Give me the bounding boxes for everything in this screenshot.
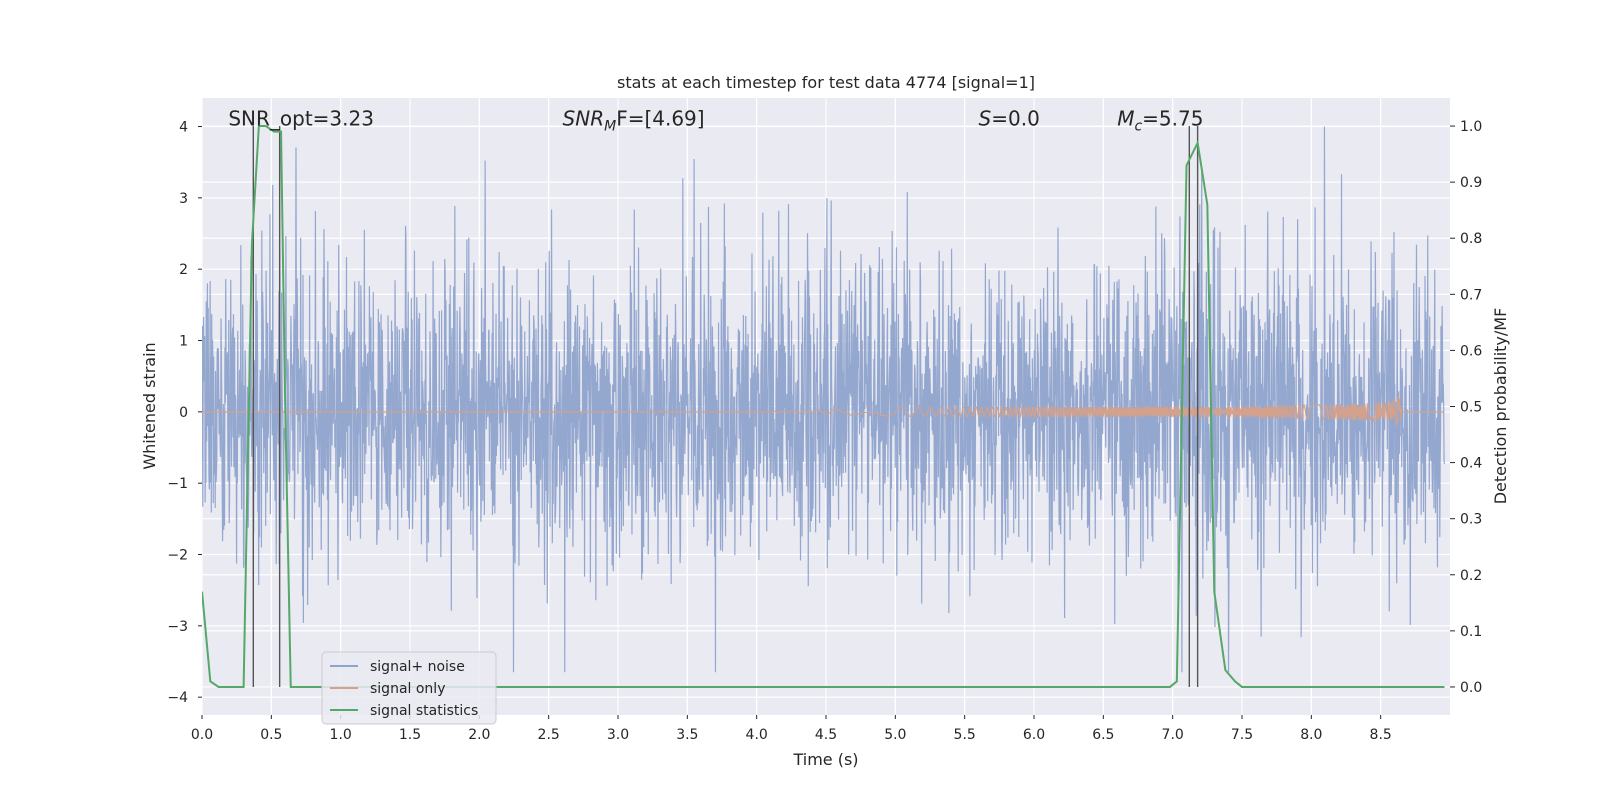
x-tick-label: 3.5 [676, 727, 698, 743]
signal-only-line [202, 395, 1445, 427]
legend: signal+ noise signal only signal statistic… [321, 651, 497, 725]
x-tick-label: 2.0 [468, 727, 490, 743]
y2-tick-label: 0.8 [1460, 231, 1482, 247]
y-axis-ticks: −4 −3 −2 −1 0 1 2 3 4 [167, 120, 202, 706]
y2-tick-label: 0.4 [1460, 456, 1482, 472]
x-axis-label: Time (s) [792, 750, 858, 769]
annotation: Mc=5.75 [1117, 106, 1203, 134]
legend-label: signal statistics [370, 703, 478, 719]
x-tick-label: 1.5 [399, 727, 421, 743]
x-tick-label: 4.0 [746, 727, 768, 743]
y2-tick-label: 0.0 [1460, 680, 1482, 696]
y2-tick-label: 0.2 [1460, 568, 1482, 584]
x-tick-label: 0.0 [191, 727, 213, 743]
legend-box [321, 651, 497, 725]
x-tick-label: 0.5 [260, 727, 282, 743]
y-tick-label: −3 [167, 619, 188, 635]
y2-axis-label: Detection probability/MF [1491, 308, 1510, 505]
x-axis-ticks: 0.0 0.5 1.0 1.5 2.0 2.5 3.0 3.5 4.0 4.5 5.0 5.5 6.0 6… [191, 715, 1392, 743]
y-tick-label: 4 [179, 120, 188, 136]
annotation: S=0.0 [979, 106, 1040, 130]
y-tick-label: −4 [167, 690, 188, 706]
annotation: SNRMF=[4.69] [563, 106, 705, 134]
chart-title: stats at each timestep for test data 477… [617, 73, 1035, 92]
annotation: SNR_opt=3.23 [228, 106, 374, 130]
x-tick-label: 5.5 [954, 727, 976, 743]
y2-tick-label: 0.7 [1460, 287, 1482, 303]
x-tick-label: 6.5 [1092, 727, 1114, 743]
x-tick-label: 6.0 [1023, 727, 1045, 743]
y2-tick-label: 0.6 [1460, 343, 1482, 359]
x-tick-label: 1.0 [330, 727, 352, 743]
series-signal-statistics [202, 125, 1445, 688]
y2-tick-label: 0.5 [1460, 400, 1482, 416]
y-tick-label: 3 [179, 191, 188, 207]
y2-axis-ticks: 0.0 0.1 0.2 0.3 0.4 0.5 0.6 0.7 0.8 0.9 1.0 [1450, 119, 1482, 696]
y-tick-label: 0 [179, 405, 188, 421]
legend-label: signal only [370, 681, 445, 697]
series-signal-only [202, 395, 1445, 427]
y-tick-label: −2 [167, 548, 188, 564]
x-tick-label: 2.5 [538, 727, 560, 743]
y2-tick-label: 0.1 [1460, 624, 1482, 640]
x-tick-label: 5.0 [884, 727, 906, 743]
x-tick-label: 8.0 [1300, 727, 1322, 743]
x-tick-label: 7.5 [1231, 727, 1253, 743]
legend-label: signal+ noise [370, 659, 465, 675]
y2-tick-label: 1.0 [1460, 119, 1482, 135]
y-tick-label: 1 [179, 334, 188, 350]
x-tick-label: 3.0 [607, 727, 629, 743]
y2-tick-label: 0.9 [1460, 175, 1482, 191]
y-tick-label: −1 [167, 476, 188, 492]
y-axis-label: Whitened strain [140, 342, 159, 469]
annotations: SNR_opt=3.23 SNRMF=[4.69] S=0.0 Mc=5.75 [228, 106, 1203, 134]
signal-statistics-line [202, 125, 1445, 688]
x-tick-label: 4.5 [815, 727, 837, 743]
y-tick-label: 2 [179, 262, 188, 278]
y2-tick-label: 0.3 [1460, 512, 1482, 528]
x-tick-label: 7.0 [1162, 727, 1184, 743]
x-tick-label: 8.5 [1370, 727, 1392, 743]
